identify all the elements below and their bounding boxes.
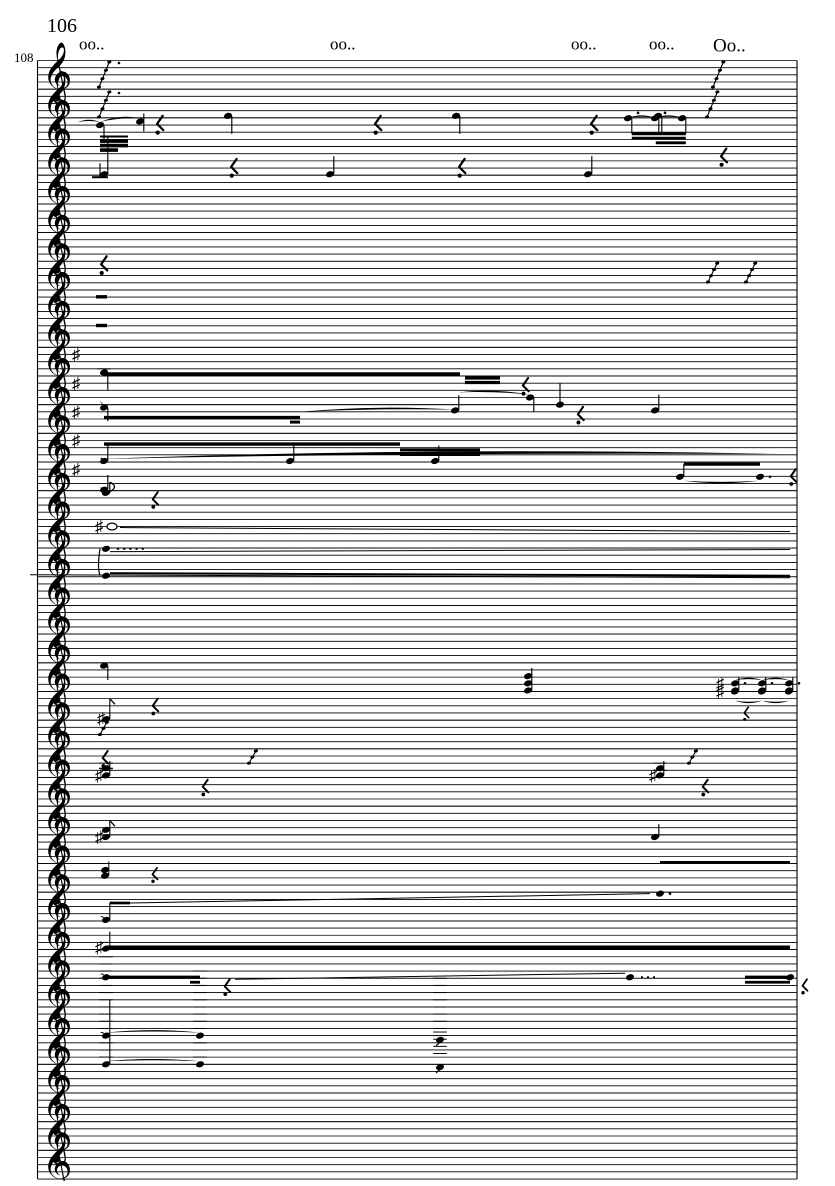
svg-text:oo..: oo..	[571, 35, 597, 54]
svg-text:♯: ♯	[72, 431, 80, 450]
svg-text:♯: ♯	[72, 374, 80, 393]
svg-text:♯: ♯	[72, 460, 80, 479]
svg-text:106: 106	[47, 15, 77, 37]
svg-text:♯: ♯	[72, 345, 80, 364]
svg-text:oo..: oo..	[330, 35, 356, 54]
svg-text:oo..: oo..	[649, 35, 675, 54]
svg-text:Oo..: Oo..	[713, 36, 746, 57]
svg-text:oo..: oo..	[79, 35, 105, 54]
svg-text:♯: ♯	[95, 938, 103, 957]
svg-text:♯: ♯	[716, 682, 724, 701]
svg-text:108: 108	[14, 50, 34, 65]
svg-text:♯: ♯	[95, 517, 103, 536]
svg-text:♯: ♯	[72, 402, 80, 421]
svg-text:𝄞: 𝄞	[42, 1132, 73, 1181]
